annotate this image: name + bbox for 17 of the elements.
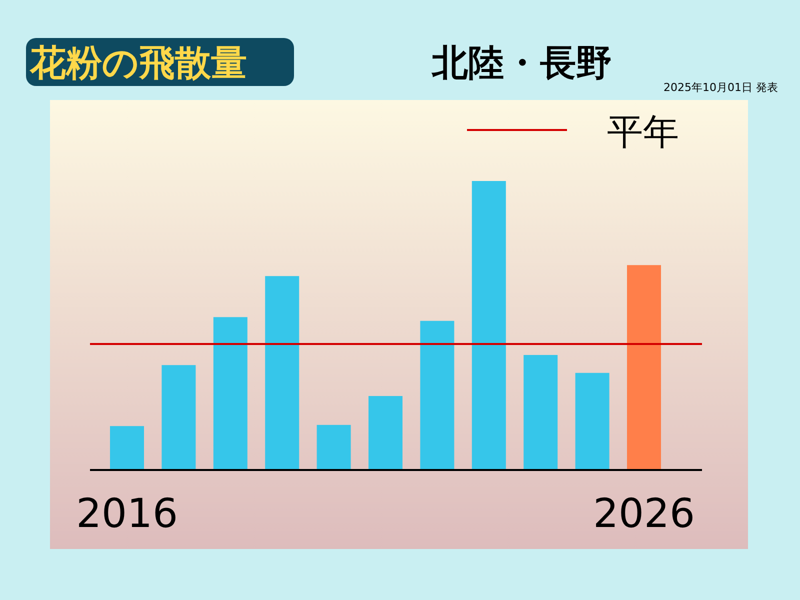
legend-label: 平年	[607, 112, 679, 153]
bar	[575, 372, 610, 470]
bar	[213, 317, 248, 470]
bar	[265, 276, 300, 470]
x-tick-label: 2016	[76, 491, 178, 537]
bar	[316, 424, 351, 470]
bar	[368, 396, 402, 470]
bar	[162, 365, 196, 470]
bar	[472, 181, 506, 470]
bar	[110, 426, 144, 470]
bar	[524, 354, 558, 470]
bar	[420, 320, 454, 470]
bar	[627, 265, 661, 470]
chart-subtitle: 北陸・長野	[431, 43, 612, 84]
text: 2025年10月01日 発表	[664, 81, 778, 94]
x-tick-label: 2026	[593, 491, 695, 537]
chart-title: 花粉の飛散量	[29, 43, 247, 84]
